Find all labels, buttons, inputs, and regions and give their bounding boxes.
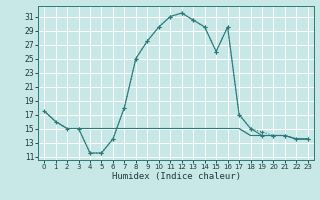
X-axis label: Humidex (Indice chaleur): Humidex (Indice chaleur)	[111, 172, 241, 181]
